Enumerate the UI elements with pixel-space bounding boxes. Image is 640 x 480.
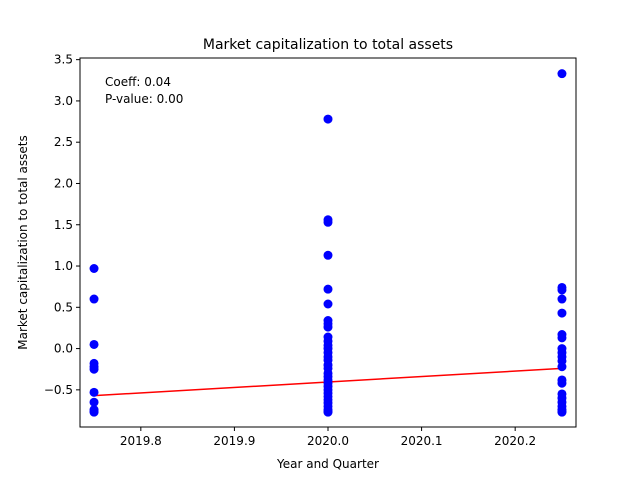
data-point [557,308,567,318]
data-point [89,397,99,407]
y-tick-label: 3.0 [54,94,73,108]
y-tick-label: 3.5 [54,53,73,67]
data-point [323,114,333,124]
data-point [323,217,333,227]
y-tick-label: −0.5 [44,383,73,397]
data-point [557,362,567,372]
x-axis-label: Year and Quarter [276,457,379,471]
x-tick-label: 2019.8 [120,434,162,448]
x-tick-label: 2020.1 [401,434,443,448]
y-tick-label: 0.5 [54,300,73,314]
data-point [89,407,99,417]
data-point [323,299,333,309]
data-point [557,378,567,388]
data-point [89,364,99,374]
data-point [323,250,333,260]
x-tick-label: 2020.2 [494,434,536,448]
data-point [557,69,567,79]
x-tick-label: 2019.9 [213,434,255,448]
data-point [323,284,333,294]
y-axis-label: Market capitalization to total assets [16,135,30,349]
chart-title: Market capitalization to total assets [203,37,453,53]
y-tick-label: 2.0 [54,176,73,190]
data-point [89,339,99,349]
data-point [323,322,333,332]
x-tick-label: 2020.0 [307,434,349,448]
y-tick-label: 1.0 [54,259,73,273]
data-point [557,407,567,417]
data-point [557,294,567,304]
data-point [89,387,99,397]
data-point [89,294,99,304]
y-tick-label: 1.5 [54,218,73,232]
data-point [557,333,567,343]
coeff-annotation: Coeff: 0.04 [105,75,171,89]
y-tick-label: 0.0 [54,342,73,356]
pvalue-annotation: P-value: 0.00 [105,92,183,106]
data-point [557,285,567,295]
data-point [89,264,99,274]
data-points [89,69,567,417]
y-tick-label: 2.5 [54,135,73,149]
axis-ticks: 2019.8 2019.9 2020.0 2020.1 2020.2 −0.5 0.0 0.5… [44,53,536,448]
data-point [323,407,333,417]
